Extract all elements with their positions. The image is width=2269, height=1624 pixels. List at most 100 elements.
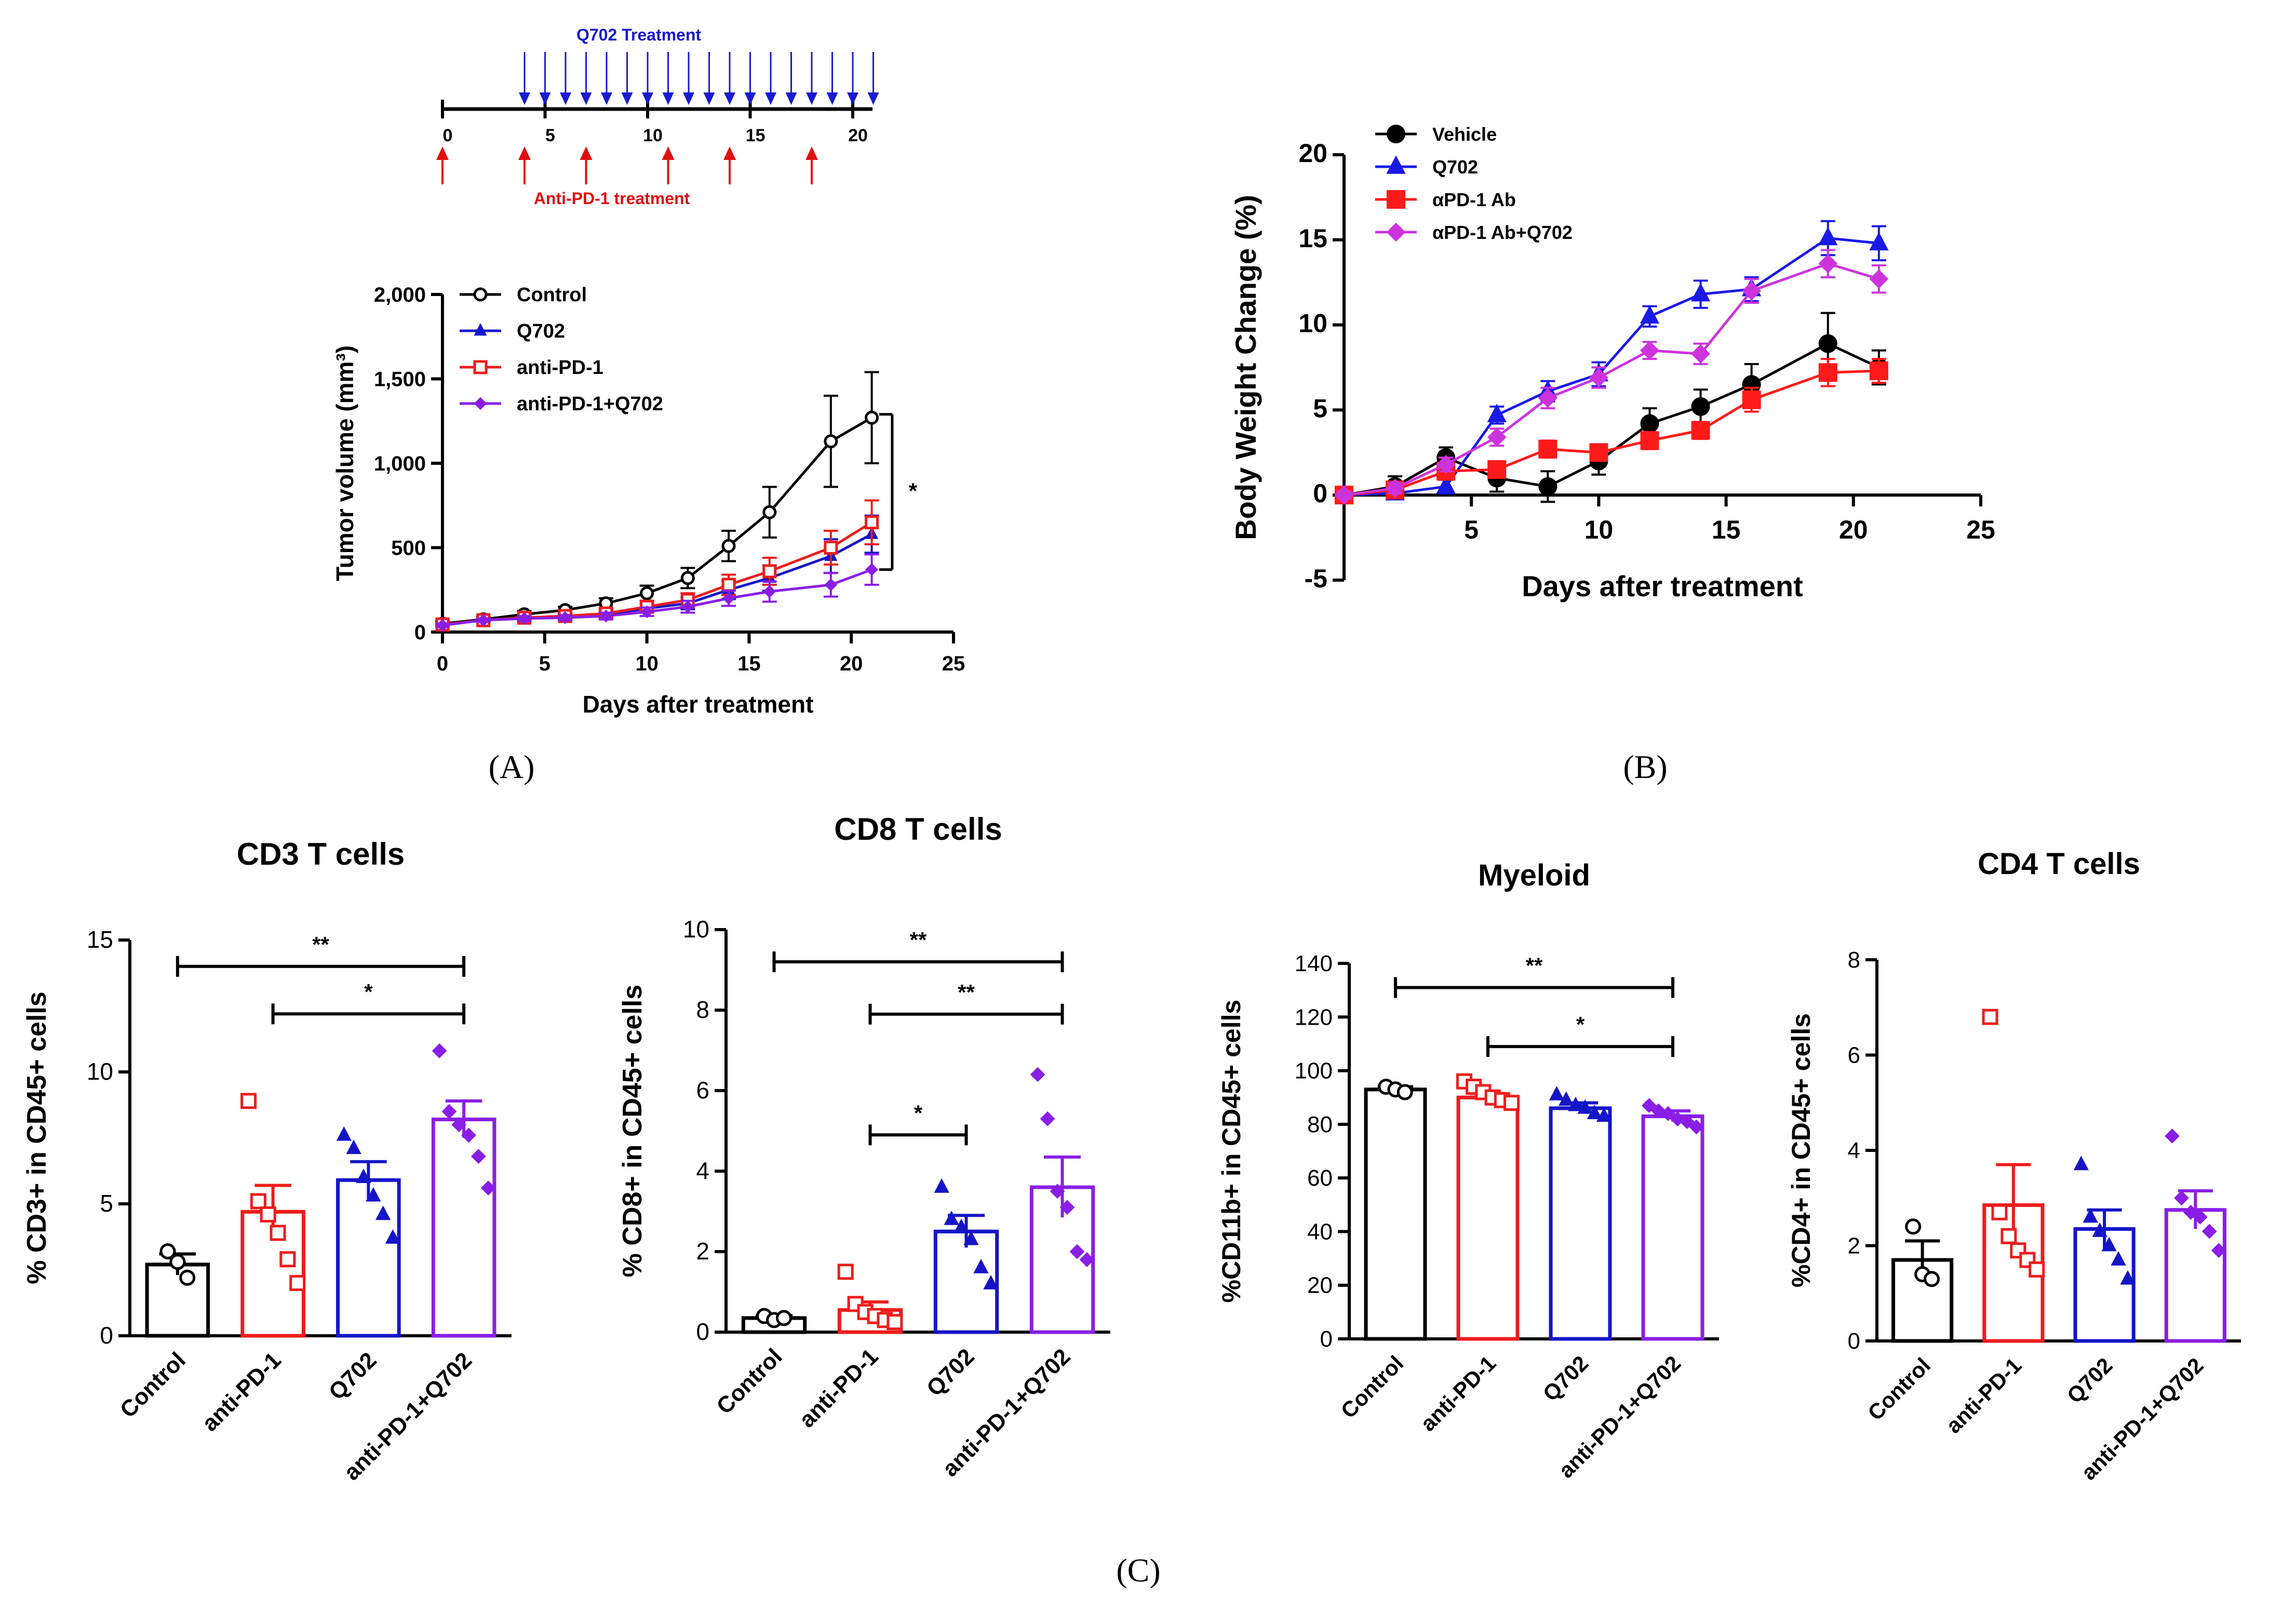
timeline-tick-label: 10 [643, 126, 663, 145]
legend-marker [1387, 190, 1405, 209]
y-tick-label: 15 [1298, 224, 1327, 253]
legend-marker [473, 287, 488, 302]
chart-title: CD4 T cells [1978, 847, 2140, 881]
significance-star: ** [910, 928, 927, 952]
x-tick-label: 20 [1839, 515, 1868, 544]
significance-star: * [364, 979, 373, 1004]
bar [1456, 1095, 1520, 1341]
data-point [1869, 361, 1888, 381]
q702-arrow-head [724, 92, 735, 105]
legend-item-anti-pd-1-q702: anti-PD-1+Q702 [460, 393, 663, 415]
legend-item-pd-1-ab: αPD-1 Ab [1375, 189, 1516, 210]
y-tick-label: 2 [1848, 1233, 1860, 1259]
data-point [680, 571, 695, 585]
bar [431, 1117, 496, 1338]
data-point [346, 1139, 361, 1155]
q702-arrow-head [580, 92, 592, 105]
timeline-tick-label: 20 [848, 126, 868, 145]
data-point [1487, 404, 1507, 422]
legend-marker [473, 360, 488, 374]
x-axis-label: Days after treatment [1522, 570, 1803, 602]
bar [145, 1263, 210, 1338]
data-point [432, 1043, 447, 1058]
legend-label: anti-PD-1 [517, 357, 603, 379]
data-point [983, 1274, 999, 1290]
data-point [1690, 283, 1711, 302]
data-point [1059, 1200, 1075, 1215]
data-point [1436, 454, 1456, 474]
treatment-schedule: Q702 Treatment 0 5 10 15 20 Anti-PD-1 treatm… [436, 25, 879, 208]
data-point [1640, 431, 1659, 450]
y-tick-label: 8 [696, 996, 709, 1023]
y-tick-label: 2 [696, 1238, 709, 1265]
data-point [1640, 414, 1659, 433]
data-point [2111, 1251, 2126, 1266]
data-point [865, 563, 878, 576]
x-tick-label: 10 [1585, 515, 1614, 544]
y-axis-label: %CD4+ in CD45+ cells [1787, 1013, 1816, 1287]
y-tick-label: 5 [1313, 394, 1327, 423]
legend-item-anti-pd-1: anti-PD-1 [460, 357, 603, 379]
bar [1641, 1114, 1704, 1341]
q702-treatment-label: Q702 Treatment [576, 25, 701, 44]
y-axis-label: % CD3+ in CD45+ cells [22, 991, 52, 1284]
q702-arrow-head [601, 92, 612, 105]
data-point [954, 1218, 969, 1233]
bar-group-anti-pd-1-q702 [1641, 1098, 1704, 1341]
data-point [2001, 1228, 2017, 1244]
data-point [865, 410, 879, 425]
y-tick-label: 8 [1848, 947, 1860, 973]
data-point [270, 1225, 286, 1241]
y-tick-label: 60 [1307, 1165, 1333, 1191]
data-point [1742, 390, 1761, 409]
x-tick-label: 0 [437, 652, 448, 675]
data-point [260, 1206, 276, 1223]
y-axis-label: Tumor volume (mm³) [331, 345, 358, 581]
legend-label: anti-PD-1+Q702 [517, 393, 663, 415]
data-point [2120, 1270, 2136, 1285]
q702-arrow-head [621, 92, 633, 105]
anti-pd1-treatment-label: Anti-PD-1 treatment [534, 189, 690, 208]
data-point [1487, 460, 1507, 479]
data-point [1549, 1085, 1565, 1100]
data-point [336, 1126, 352, 1141]
data-point [1050, 1184, 1065, 1199]
q702-arrow-head [826, 92, 838, 105]
bar-group-anti-pd-1-q702 [431, 1043, 496, 1338]
bar-group-anti-pd-1-q702 [2164, 1129, 2226, 1343]
data-point [763, 585, 776, 598]
data-point [837, 1264, 854, 1280]
data-point [356, 1169, 371, 1183]
data-point [2192, 1210, 2208, 1225]
data-point [1577, 1099, 1593, 1114]
y-tick-label: 40 [1307, 1219, 1333, 1244]
data-point [1660, 1106, 1676, 1121]
data-point [159, 1243, 176, 1259]
x-tick-label: 10 [635, 652, 659, 675]
data-point [2165, 1129, 2180, 1144]
y-tick-label: 15 [87, 926, 113, 953]
data-point [1640, 341, 1659, 360]
y-tick-label: 10 [683, 916, 709, 943]
q702-arrow-head [539, 92, 551, 105]
y-tick-label: -5 [1305, 564, 1327, 593]
q702-arrow-head [765, 92, 776, 105]
data-point [518, 612, 531, 625]
data-point [2174, 1190, 2189, 1206]
bar-group-anti-pd-1 [1982, 1009, 2045, 1343]
data-point [477, 613, 490, 627]
y-tick-label: 4 [1848, 1138, 1860, 1163]
data-point [2083, 1208, 2098, 1223]
data-point [934, 1178, 949, 1193]
data-point [1069, 1244, 1085, 1259]
data-point [1689, 1119, 1704, 1135]
bar [336, 1178, 401, 1338]
significance-star: * [914, 1100, 923, 1125]
chart-title: CD3 T cells [237, 837, 405, 871]
legend-label: Q702 [1432, 156, 1478, 178]
q702-arrow-head [642, 92, 653, 105]
data-point [2010, 1242, 2026, 1259]
y-tick-label: 80 [1307, 1112, 1333, 1137]
data-point [1436, 475, 1456, 494]
